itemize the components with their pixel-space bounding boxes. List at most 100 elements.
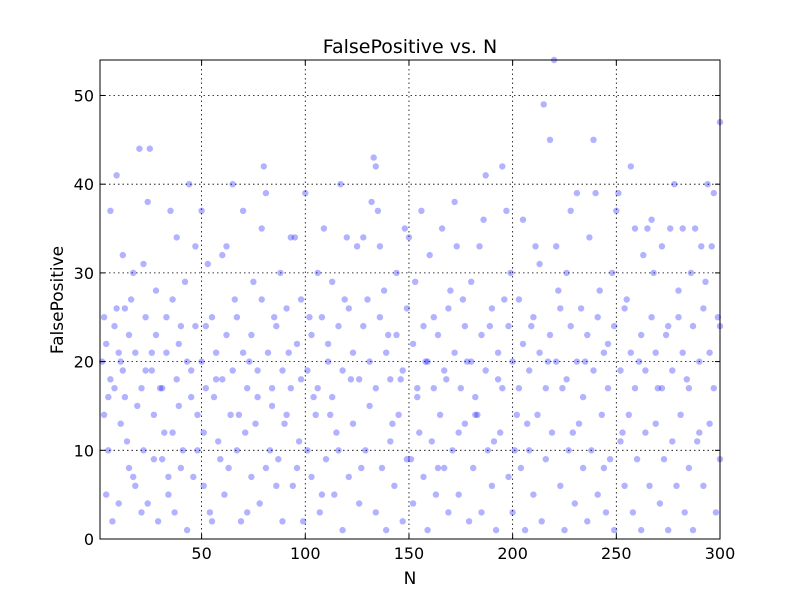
data-point bbox=[349, 349, 357, 356]
data-point bbox=[117, 420, 124, 427]
data-point bbox=[652, 420, 659, 427]
data-point bbox=[422, 358, 429, 365]
data-point bbox=[324, 340, 332, 348]
x-tick-label: 300 bbox=[705, 544, 736, 563]
x-axis-label: N bbox=[404, 569, 417, 589]
data-point bbox=[393, 269, 400, 277]
data-point bbox=[105, 393, 112, 401]
data-point bbox=[111, 385, 118, 392]
data-point bbox=[254, 367, 261, 374]
data-point bbox=[231, 296, 238, 303]
data-point bbox=[376, 314, 384, 321]
data-point bbox=[660, 456, 668, 463]
data-point bbox=[424, 526, 431, 534]
data-point bbox=[374, 207, 382, 214]
data-point bbox=[515, 385, 523, 392]
data-point bbox=[640, 251, 647, 259]
data-point bbox=[329, 393, 336, 401]
data-point bbox=[150, 456, 158, 463]
data-points bbox=[98, 56, 724, 534]
data-point bbox=[472, 411, 479, 418]
data-point bbox=[488, 482, 496, 489]
data-point bbox=[463, 358, 471, 365]
data-point bbox=[604, 385, 612, 392]
data-point bbox=[428, 438, 435, 445]
data-point bbox=[291, 234, 299, 241]
data-point bbox=[658, 385, 666, 392]
data-point bbox=[470, 464, 477, 472]
grid-lines bbox=[100, 60, 720, 539]
data-point bbox=[140, 260, 147, 268]
axis-ticks: 50 100 150 200 250 300 0 10 20 30 40 50 bbox=[74, 60, 736, 563]
data-point bbox=[268, 385, 276, 392]
data-point bbox=[546, 331, 554, 339]
data-point bbox=[499, 163, 506, 170]
data-point bbox=[592, 189, 599, 197]
data-point bbox=[175, 340, 182, 348]
data-point bbox=[192, 243, 199, 250]
data-point bbox=[658, 243, 666, 250]
data-point bbox=[297, 376, 305, 383]
data-point bbox=[548, 429, 556, 436]
data-point bbox=[441, 464, 448, 472]
data-point bbox=[497, 429, 504, 436]
data-point bbox=[418, 207, 425, 214]
data-point bbox=[563, 269, 570, 277]
data-point bbox=[579, 393, 587, 401]
data-point bbox=[335, 447, 342, 454]
data-point bbox=[244, 509, 251, 516]
data-point bbox=[623, 296, 630, 303]
data-point bbox=[494, 349, 502, 356]
data-point bbox=[179, 447, 187, 454]
data-point bbox=[237, 518, 245, 525]
data-point bbox=[434, 464, 442, 472]
data-point bbox=[192, 322, 199, 330]
data-point bbox=[613, 207, 620, 214]
data-point bbox=[333, 429, 340, 436]
data-point bbox=[337, 181, 344, 188]
data-point bbox=[499, 385, 506, 392]
data-point bbox=[573, 358, 581, 365]
data-point bbox=[279, 367, 286, 374]
data-point bbox=[285, 349, 292, 356]
data-point bbox=[370, 154, 377, 161]
data-point bbox=[420, 473, 427, 481]
data-point bbox=[366, 402, 373, 410]
data-point bbox=[594, 491, 601, 498]
data-point bbox=[134, 402, 141, 410]
data-point bbox=[273, 482, 280, 489]
data-point bbox=[681, 509, 688, 516]
data-point bbox=[515, 296, 523, 303]
data-point bbox=[667, 225, 674, 232]
data-point bbox=[322, 456, 330, 463]
data-point bbox=[706, 420, 713, 427]
data-point bbox=[633, 456, 641, 463]
data-point bbox=[542, 385, 549, 392]
data-point bbox=[372, 509, 379, 516]
y-tick-label: 50 bbox=[74, 86, 94, 105]
data-point bbox=[132, 482, 139, 489]
data-point bbox=[648, 314, 655, 321]
data-point bbox=[260, 163, 267, 170]
data-point bbox=[300, 518, 307, 525]
data-point bbox=[250, 278, 257, 285]
data-point bbox=[215, 438, 222, 445]
data-point bbox=[100, 411, 108, 418]
data-point bbox=[266, 447, 274, 454]
data-point bbox=[424, 358, 431, 365]
data-point bbox=[449, 447, 456, 454]
data-point bbox=[152, 287, 160, 294]
data-point bbox=[555, 287, 562, 294]
data-point bbox=[339, 367, 346, 374]
data-point bbox=[536, 349, 543, 356]
data-point bbox=[588, 447, 595, 454]
data-point bbox=[687, 269, 695, 277]
data-point bbox=[654, 385, 661, 392]
data-point bbox=[169, 429, 176, 436]
data-point bbox=[638, 526, 645, 534]
data-point bbox=[565, 447, 572, 454]
data-point bbox=[627, 349, 634, 356]
data-point bbox=[119, 367, 127, 374]
data-point bbox=[206, 509, 214, 516]
data-point bbox=[503, 207, 510, 214]
